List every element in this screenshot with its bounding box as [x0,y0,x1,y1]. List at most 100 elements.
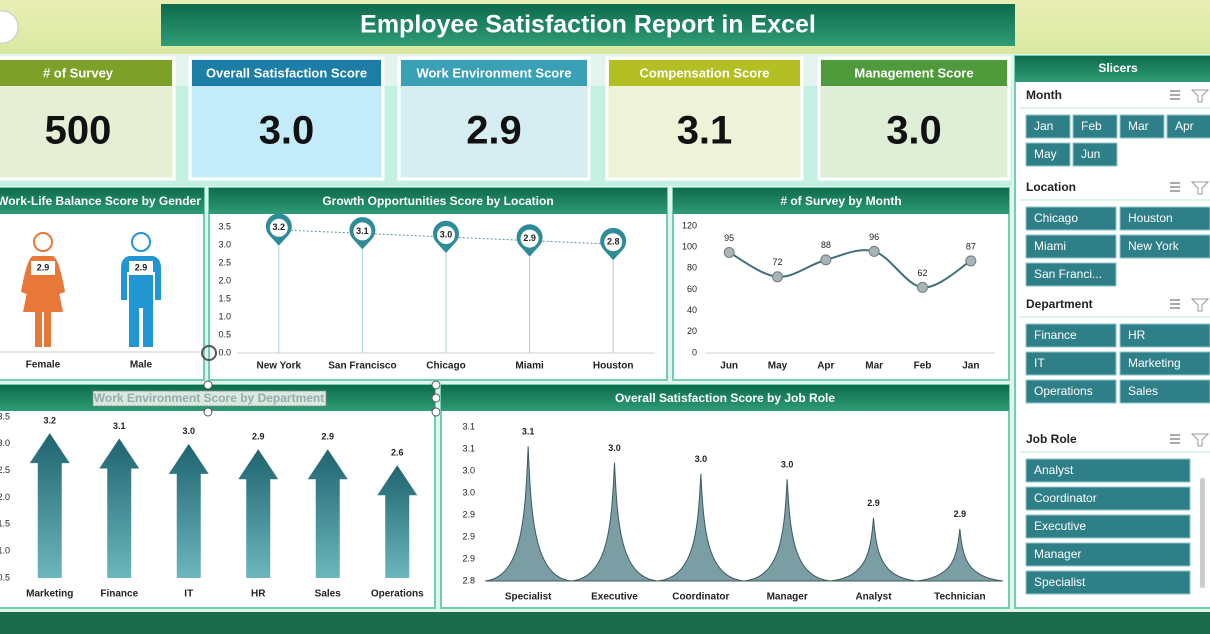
value-label: 3.0 [182,426,195,436]
clear-filter-icon [1190,433,1210,447]
kpi-header [609,60,800,86]
slicer-scrollbar [1200,478,1205,588]
header-bar [161,4,1015,46]
kpi-label: Management Score [854,65,973,80]
slicer-item: Marketing [1128,356,1181,370]
value-label: 3.0 [781,460,794,470]
value-label: 3.1 [356,226,369,236]
pin-center [353,222,372,241]
y-tick-label: 80 [687,263,697,273]
x-tick-label: Male [130,360,153,371]
y-tick-label: 2.0 [218,275,231,285]
slicer-item: Analyst [1034,463,1074,477]
slicer-button[interactable] [1025,379,1117,404]
slicer-group-name: Job Role [1026,432,1077,446]
slicer-button[interactable] [1025,234,1117,259]
x-tick-label: Apr [817,361,834,372]
kpi-header [192,60,381,86]
slicer-button[interactable] [1072,142,1118,167]
slicer-button[interactable] [1025,514,1191,539]
slicer-item: Houston [1128,211,1173,225]
slicer-button[interactable] [1119,351,1210,376]
value-label: 95 [724,233,734,243]
value-label: 2.9 [954,509,967,519]
slicer-item: Mar [1128,119,1149,133]
kpi-label: Compensation Score [639,65,769,80]
value-label: 2.9 [867,498,880,508]
value-label: 2.6 [391,448,404,458]
x-tick-label: Jan [962,361,979,372]
slicer-button[interactable] [1025,458,1191,483]
y-tick-label: 2.5 [0,465,10,475]
slicer-button[interactable] [1119,206,1210,231]
slicer-item: Jan [1034,119,1053,133]
slicer-button[interactable] [1072,114,1118,139]
x-tick-label: Technician [934,592,986,603]
slicer-button[interactable] [1025,323,1117,348]
kpi-value: 500 [45,109,112,153]
slicer-item: Executive [1034,519,1086,533]
slicer-item: Sales [1128,384,1158,398]
slicer-button[interactable] [1119,114,1165,139]
selection-handle [431,407,441,417]
x-tick-label: Coordinator [672,592,729,603]
y-tick-label: 0 [692,347,697,357]
x-tick-label: Chicago [426,361,465,372]
y-tick-label: 2.0 [0,492,10,502]
pin-center [437,226,455,244]
kpi-label: # of Survey [43,65,114,80]
y-tick-label: 3.1 [462,443,475,453]
chart-panel [0,384,436,609]
pin-center [269,218,288,237]
slicer-item: New York [1128,239,1180,253]
spike-shape [830,517,917,582]
slicer-button[interactable] [1025,114,1071,139]
slicer-button[interactable] [1025,351,1117,376]
slicer-button[interactable] [1119,323,1210,348]
point-marker [917,281,928,293]
point-marker [868,245,880,257]
slicer-button[interactable] [1025,142,1071,167]
x-tick-label: San Francisco [328,361,396,372]
slicer-button[interactable] [1025,570,1191,595]
chart-title: Work-Life Balance Score by Gender [0,194,201,208]
slicer-button[interactable] [1025,206,1117,231]
figure-body [121,256,161,347]
chart-header [673,188,1009,214]
arrow-bar [99,438,140,578]
slicer-header [1015,56,1210,82]
y-tick-label: 3.0 [462,465,475,475]
slicer-button[interactable] [1025,262,1117,287]
slicer-button[interactable] [1025,542,1191,567]
slicer-button[interactable] [1119,379,1210,404]
y-tick-label: 3.1 [462,421,475,431]
x-tick-label: Female [26,360,61,371]
spike-shape [571,462,658,582]
point-marker [772,271,783,283]
spike-shape [657,473,745,582]
y-tick-label: 0.0 [218,347,231,357]
x-tick-label: Executive [591,592,638,603]
pin-center [520,229,539,248]
point-marker [723,246,735,258]
x-tick-label: New York [256,361,301,372]
slicer-button[interactable] [1119,234,1210,259]
value-label: 87 [966,241,976,251]
slicer-button[interactable] [1025,486,1191,511]
slicer-button[interactable] [1166,114,1210,139]
figure-body [21,256,65,347]
kpi-value: 3.0 [886,109,942,153]
kpi-value: 3.1 [677,109,733,153]
selection-handle [431,380,441,390]
kpi-label: Work Environment Score [416,65,571,80]
y-tick-label: 60 [687,284,697,294]
slicer-title: Slicers [1098,61,1138,75]
x-tick-label: Analyst [855,592,892,603]
value-label: 2.8 [607,237,620,247]
clear-filter-icon [1190,298,1210,312]
y-tick-label: 2.9 [462,553,475,563]
value-box [129,261,153,275]
value-label: 3.1 [522,427,535,437]
spike-shape [916,528,1004,582]
slicer-item: Feb [1081,119,1102,133]
